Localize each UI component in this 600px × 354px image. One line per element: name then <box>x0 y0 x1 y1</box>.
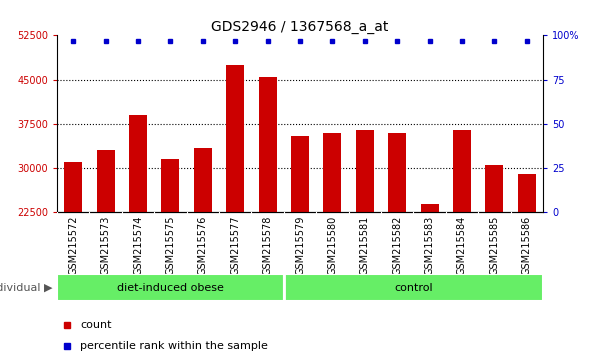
Bar <box>129 115 147 212</box>
Bar <box>485 165 503 212</box>
Text: GSM215583: GSM215583 <box>425 216 434 275</box>
Text: GSM215579: GSM215579 <box>295 216 305 275</box>
Text: GSM215586: GSM215586 <box>522 216 532 275</box>
Bar <box>356 130 374 212</box>
Text: GSM215585: GSM215585 <box>490 216 499 275</box>
Bar <box>57 274 284 301</box>
Text: GSM215582: GSM215582 <box>392 216 402 275</box>
Text: control: control <box>394 282 433 293</box>
Bar <box>259 77 277 212</box>
Text: GSM215575: GSM215575 <box>166 216 175 275</box>
Bar <box>421 204 439 212</box>
Text: GSM215577: GSM215577 <box>230 216 240 275</box>
Text: count: count <box>80 320 112 330</box>
Bar <box>291 136 309 212</box>
Text: GSM215580: GSM215580 <box>328 216 337 275</box>
Bar <box>323 133 341 212</box>
Bar <box>97 150 115 212</box>
Text: percentile rank within the sample: percentile rank within the sample <box>80 341 268 351</box>
Bar <box>388 133 406 212</box>
Text: GSM215581: GSM215581 <box>360 216 370 275</box>
Bar <box>161 159 179 212</box>
Bar <box>64 162 82 212</box>
Text: GSM215584: GSM215584 <box>457 216 467 275</box>
Bar <box>226 65 244 212</box>
Text: GSM215576: GSM215576 <box>198 216 208 275</box>
Bar <box>284 274 543 301</box>
Text: individual ▶: individual ▶ <box>0 282 52 293</box>
Text: GSM215574: GSM215574 <box>133 216 143 275</box>
Text: GSM215578: GSM215578 <box>263 216 272 275</box>
Text: GSM215573: GSM215573 <box>101 216 110 275</box>
Text: diet-induced obese: diet-induced obese <box>117 282 224 293</box>
Text: GSM215572: GSM215572 <box>68 216 78 275</box>
Title: GDS2946 / 1367568_a_at: GDS2946 / 1367568_a_at <box>211 21 389 34</box>
Bar <box>453 130 471 212</box>
Bar <box>194 148 212 212</box>
Bar <box>518 174 536 212</box>
